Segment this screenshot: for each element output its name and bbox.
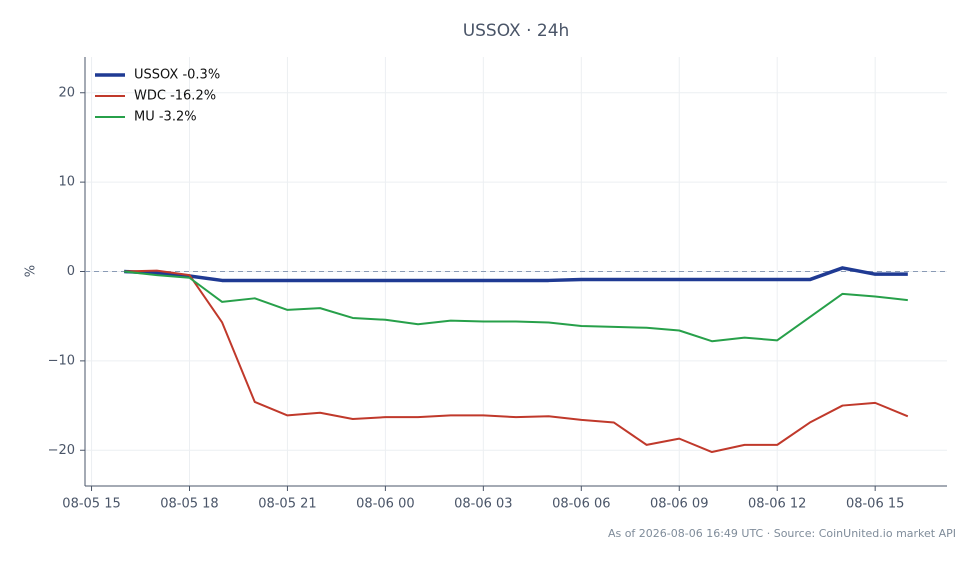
series-line xyxy=(124,266,908,283)
x-tick-label: 08-05 15 xyxy=(62,497,120,512)
series-line xyxy=(124,270,908,343)
series-line xyxy=(124,269,909,454)
y-tick-label: −10 xyxy=(48,353,75,368)
x-tick-label: 08-06 06 xyxy=(552,497,610,512)
footer: As of 2026-08-06 16:49 UTC · Source: Coi… xyxy=(608,527,956,540)
legend-label: WDC -16.2% xyxy=(134,89,216,104)
x-tick-label: 08-06 09 xyxy=(650,497,708,512)
x-tick-label: 08-06 15 xyxy=(846,497,904,512)
x-tick-label: 08-06 12 xyxy=(748,497,806,512)
y-tick-label: 0 xyxy=(67,264,75,279)
chart-title: USSOX · 24h xyxy=(463,21,570,41)
x-tick-label: 08-05 21 xyxy=(258,497,316,512)
x-tick-label: 08-06 00 xyxy=(356,497,414,512)
y-tick-label: 10 xyxy=(58,175,75,190)
x-tick-label: 08-06 03 xyxy=(454,497,512,512)
legend-label: USSOX -0.3% xyxy=(134,68,220,83)
legend-label: MU -3.2% xyxy=(134,110,197,125)
y-axis-label: % xyxy=(24,265,39,277)
x-tick-label: 08-05 18 xyxy=(160,497,218,512)
y-tick-label: −20 xyxy=(48,443,75,458)
y-tick-label: 20 xyxy=(58,85,75,100)
